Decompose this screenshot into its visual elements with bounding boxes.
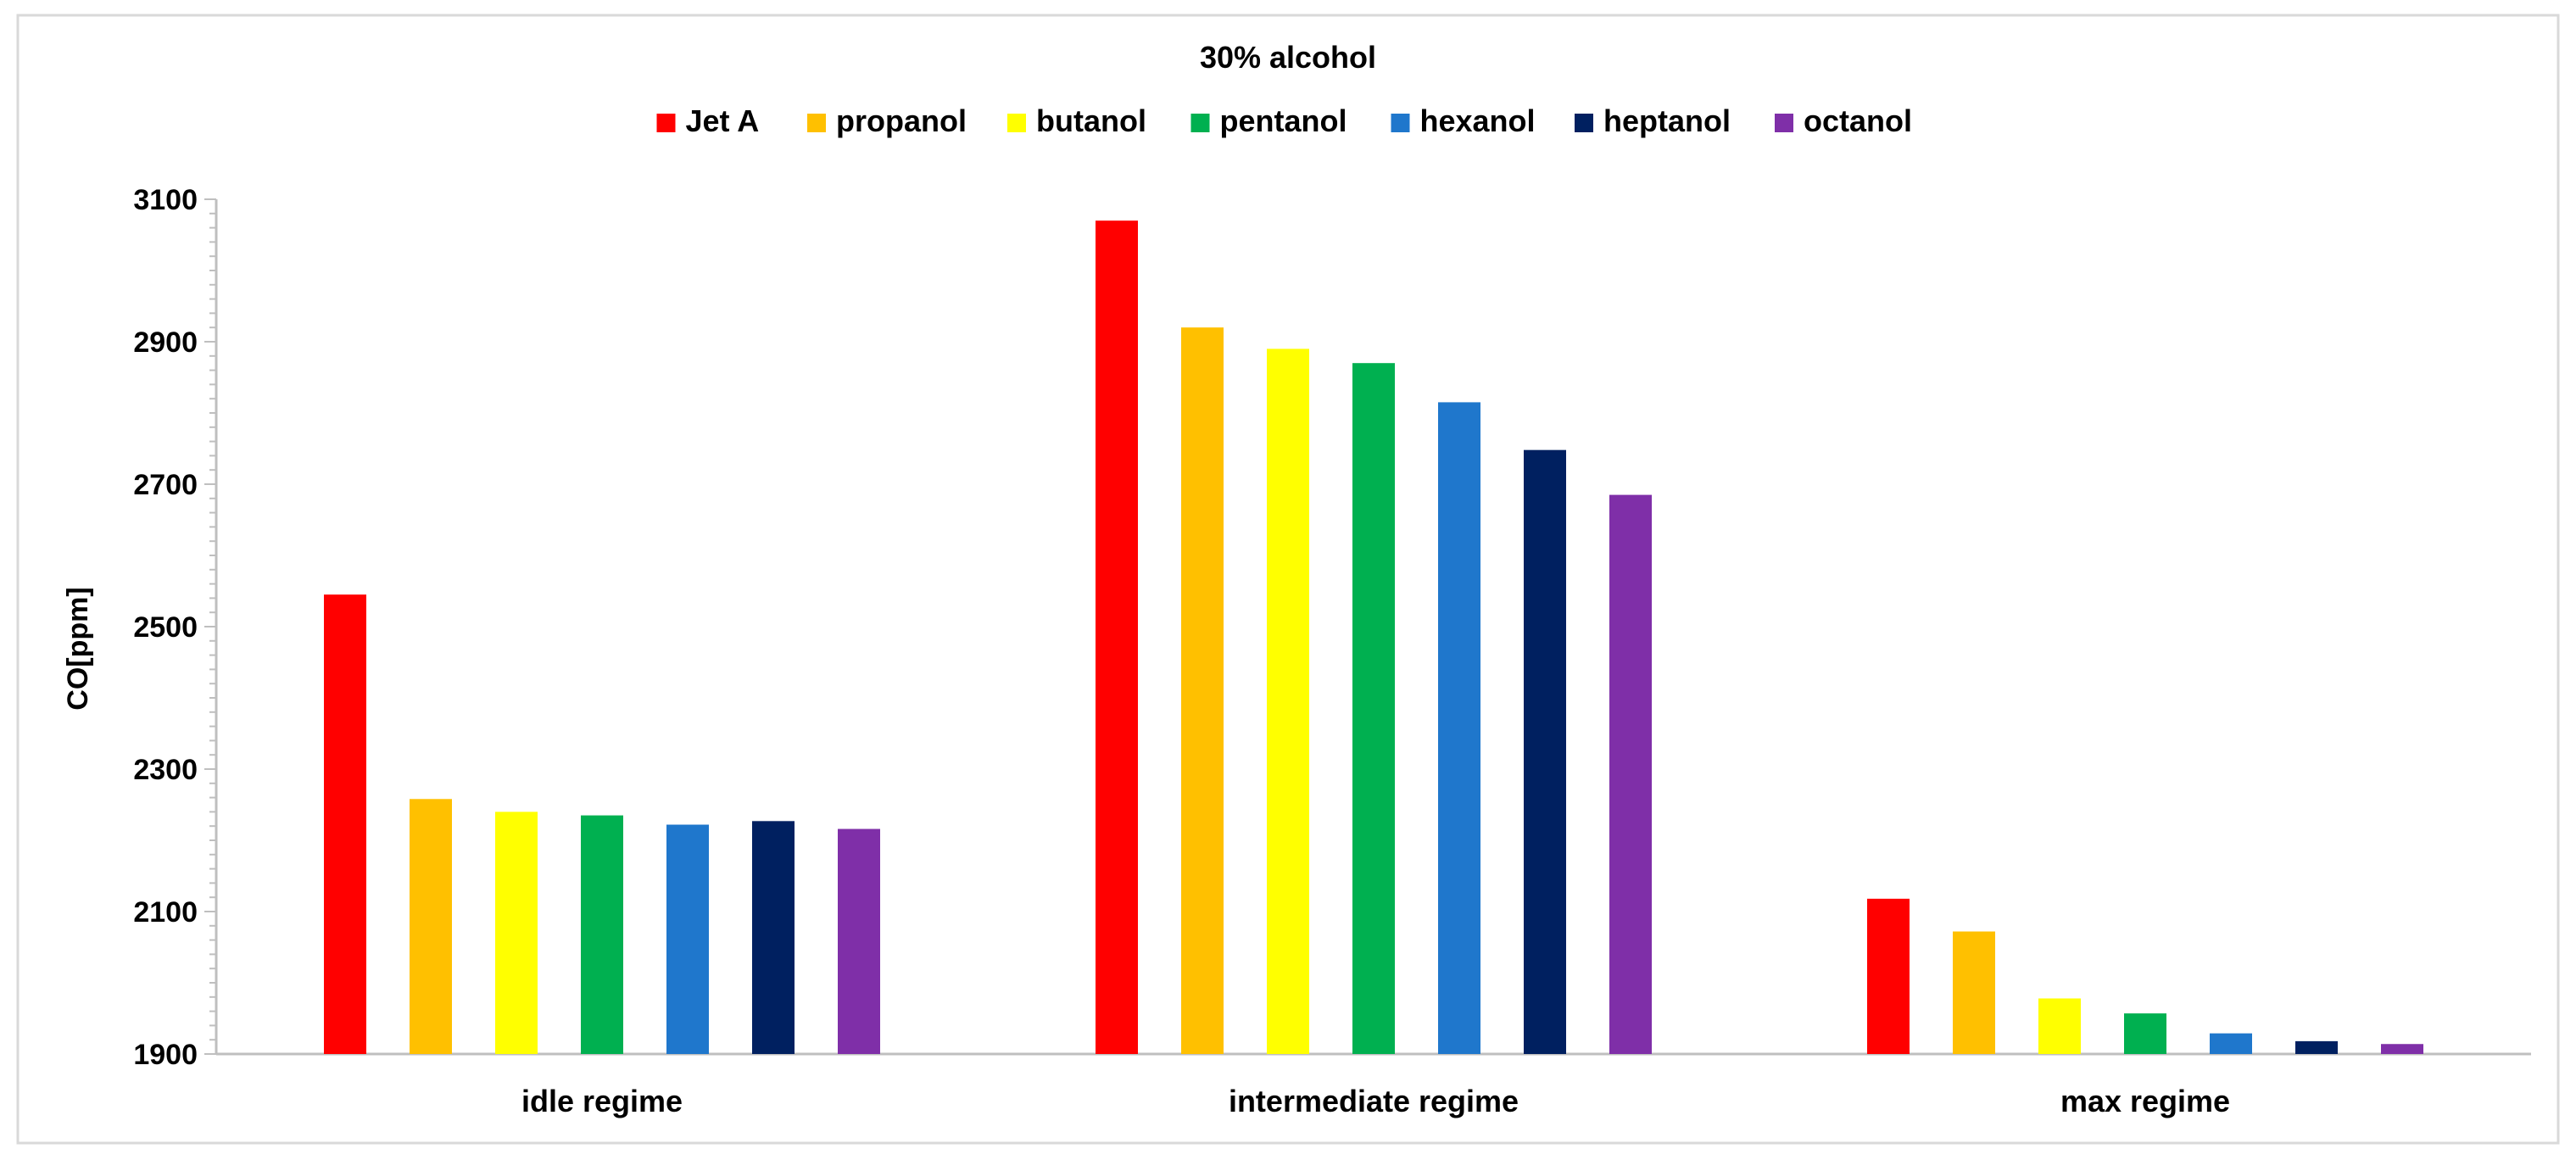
- bar-heptanol: [2295, 1040, 2338, 1054]
- bar-jet-a: [324, 594, 366, 1054]
- legend-swatch: [1007, 114, 1026, 132]
- bar-pentanol: [2124, 1013, 2166, 1054]
- legend-label: heptanol: [1603, 103, 1731, 138]
- y-tick-label: 2700: [133, 469, 198, 501]
- y-tick-label: 2100: [133, 896, 198, 929]
- y-tick-label: 2900: [133, 326, 198, 359]
- legend-label: Jet A: [686, 103, 760, 138]
- legend: Jet A propanol butanol pentanol hexanol hepta…: [656, 103, 1912, 138]
- legend-swatch: [1391, 114, 1410, 132]
- bar-butanol: [495, 811, 538, 1054]
- legend-label: propanol: [836, 103, 967, 138]
- legend-swatch: [1575, 114, 1593, 132]
- bar-butanol: [2038, 998, 2081, 1054]
- legend-swatch: [656, 114, 676, 132]
- bar-hexanol: [1438, 402, 1480, 1054]
- bar-pentanol: [1352, 363, 1395, 1054]
- legend-swatch: [807, 114, 826, 132]
- legend-label: butanol: [1036, 103, 1146, 138]
- bar-propanol: [1953, 931, 1995, 1054]
- legend-item: pentanol: [1190, 103, 1347, 138]
- x-category-label: intermediate regime: [1229, 1084, 1519, 1118]
- bar-octanol: [838, 828, 880, 1054]
- legend-swatch: [1775, 114, 1793, 132]
- legend-label: hexanol: [1420, 103, 1536, 138]
- bar-octanol: [1609, 494, 1652, 1054]
- bar-heptanol: [752, 821, 795, 1054]
- legend-item: octanol: [1775, 103, 1912, 138]
- y-tick-label: 1900: [133, 1039, 198, 1071]
- x-category-label: max regime: [2060, 1084, 2230, 1118]
- legend-item: butanol: [1007, 103, 1146, 138]
- legend-item: hexanol: [1391, 103, 1536, 138]
- chart-title: 30% alcohol: [1200, 40, 1376, 75]
- legend-swatch: [1190, 114, 1210, 132]
- y-tick-label: 3100: [133, 184, 198, 216]
- bar-octanol: [2381, 1044, 2423, 1054]
- legend-item: Jet A: [656, 103, 760, 138]
- legend-item: propanol: [807, 103, 967, 138]
- bar-hexanol: [666, 824, 709, 1054]
- legend-label: pentanol: [1220, 103, 1347, 138]
- bar-pentanol: [581, 815, 623, 1054]
- legend-item: heptanol: [1575, 103, 1731, 138]
- y-axis-label: CO[ppm]: [62, 587, 94, 710]
- bar-propanol: [1181, 327, 1224, 1054]
- bar-propanol: [410, 799, 452, 1054]
- legend-label: octanol: [1804, 103, 1912, 138]
- bar-hexanol: [2210, 1033, 2252, 1054]
- y-axis: 1900 2100 2300 2500 2700 2900 3100: [133, 184, 218, 1071]
- y-tick-label: 2300: [133, 754, 198, 786]
- bar-butanol: [1267, 349, 1309, 1054]
- bar-heptanol: [1524, 449, 1566, 1054]
- x-category-label: idle regime: [521, 1084, 683, 1118]
- y-tick-label: 2500: [133, 611, 198, 644]
- bars: [324, 220, 2423, 1054]
- bar-jet-a: [1096, 220, 1138, 1054]
- bar-jet-a: [1867, 898, 1910, 1054]
